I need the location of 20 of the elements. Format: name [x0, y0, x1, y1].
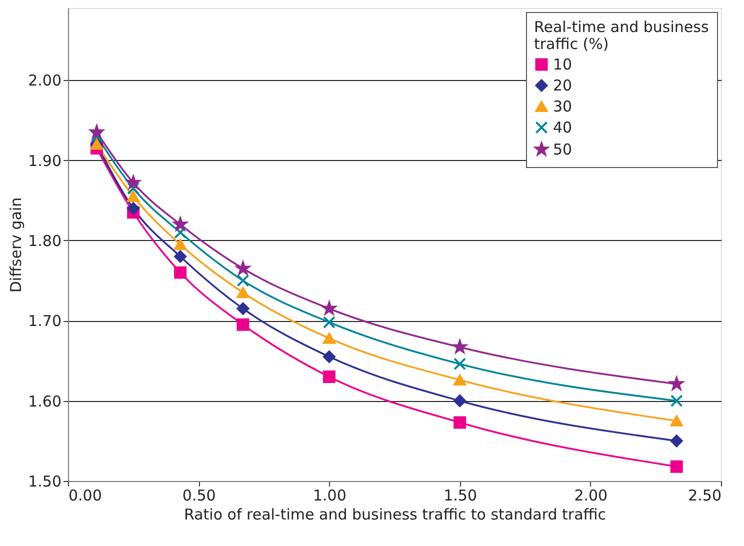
x-tick-label: 2.50	[688, 486, 722, 504]
x-tick-label: 1.50	[444, 486, 478, 504]
legend-label: 10	[553, 56, 572, 74]
y-tick-label: 1.70	[28, 312, 62, 330]
y-tick-label: 1.80	[28, 232, 62, 250]
y-tick-label: 1.50	[28, 472, 62, 490]
x-tick-label: 2.00	[574, 486, 608, 504]
legend-label: 40	[553, 118, 572, 136]
legend-title: Real-time and business traffic (%)	[534, 18, 709, 53]
legend-label: 20	[553, 76, 572, 94]
y-tick-label: 1.90	[28, 152, 62, 170]
y-tick-label: 2.00	[28, 72, 62, 90]
x-tick-label: 1.00	[312, 486, 346, 504]
y-tick-label: 1.60	[28, 392, 62, 410]
y-axis-title: Diffserv gain	[7, 197, 26, 293]
x-tick-label: 0.50	[182, 486, 216, 504]
x-tick-label: 0.00	[68, 486, 102, 504]
x-axis-title: Ratio of real-time and business traffic to standard traffic	[184, 506, 606, 524]
legend-label: 30	[553, 98, 572, 116]
legend-label: 50	[553, 140, 572, 158]
